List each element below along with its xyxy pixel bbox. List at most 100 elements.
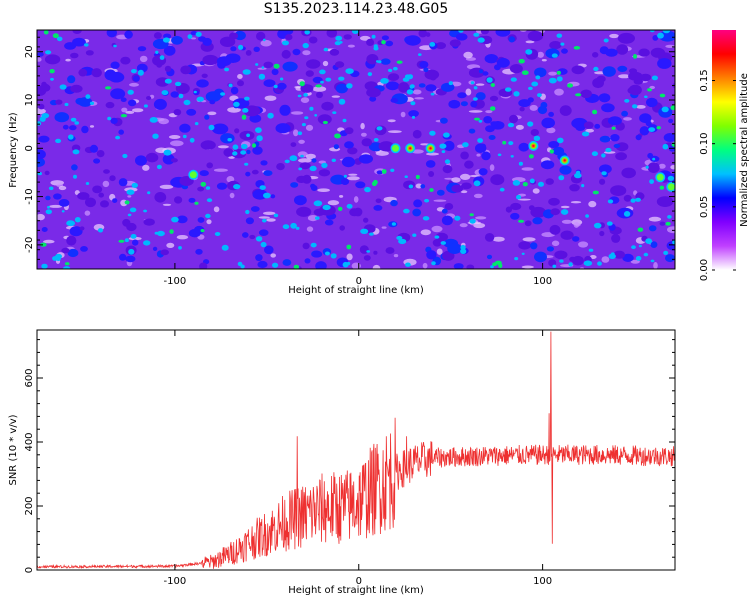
- heatmap-cell: [245, 217, 254, 225]
- heatmap-cell: [253, 46, 260, 52]
- heatmap-cell: [299, 162, 311, 170]
- heatmap-cell: [152, 246, 158, 251]
- heatmap-cell: [263, 170, 273, 177]
- heatmap-cell: [554, 88, 564, 96]
- heatmap-cell: [305, 70, 314, 77]
- heatmap-cell: [91, 68, 102, 78]
- heatmap-cell: [435, 42, 446, 50]
- heatmap-cell: [59, 84, 67, 90]
- heatmap-cell: [326, 30, 338, 38]
- heatmap-cell: [297, 94, 302, 98]
- heatmap-cell: [475, 216, 487, 220]
- heatmap-y-axis-label: Frequency (Hz): [8, 112, 19, 188]
- heatmap-cell: [608, 253, 616, 259]
- heatmap-cell: [127, 213, 132, 217]
- heatmap-cell: [549, 224, 561, 235]
- heatmap-cell: [548, 111, 554, 117]
- heatmap-cell: [419, 61, 429, 69]
- heatmap-cell: [502, 140, 507, 145]
- heatmap-cell: [359, 245, 369, 254]
- heatmap-cell: [127, 99, 137, 107]
- heatmap-cell: [258, 216, 270, 219]
- heatmap-cell: [309, 106, 314, 111]
- heatmap-cell: [171, 216, 179, 223]
- heatmap-cell: [366, 38, 375, 47]
- heatmap-cell: [335, 35, 343, 41]
- heatmap-cell: [164, 78, 172, 84]
- heatmap-cell: [369, 232, 374, 236]
- heatmap-cell: [360, 228, 369, 234]
- heatmap-cell: [312, 76, 323, 84]
- heatmap-cell: [662, 143, 669, 150]
- heatmap-cell: [282, 61, 298, 72]
- heatmap-cell: [72, 30, 82, 34]
- heatmap-cell: [121, 107, 128, 113]
- heatmap-cell: [464, 160, 474, 169]
- heatmap-cell: [546, 246, 555, 252]
- heatmap-cell: [510, 77, 517, 82]
- heatmap-cell: [200, 229, 205, 233]
- heatmap-cell: [521, 265, 534, 269]
- heatmap-cell: [518, 241, 531, 250]
- heatmap-x-axis-label: Height of straight line (km): [288, 285, 424, 296]
- heatmap-cell: [154, 192, 167, 203]
- heatmap-cell: [220, 133, 235, 144]
- heatmap-cell: [308, 36, 318, 44]
- heatmap-cell: [599, 135, 611, 143]
- snr-frame: [36, 329, 676, 571]
- heatmap-cell: [396, 235, 403, 240]
- heatmap-cell: [495, 30, 511, 37]
- heatmap-cell: [460, 248, 467, 254]
- heatmap-cell: [444, 159, 451, 164]
- heatmap-cell: [420, 184, 426, 189]
- heatmap-cell: [667, 226, 675, 234]
- heatmap-cell: [418, 30, 428, 38]
- heatmap-cell: [461, 182, 472, 190]
- heatmap-cell: [219, 36, 236, 47]
- heatmap-cell: [342, 118, 347, 123]
- heatmap-peak-max: [563, 159, 566, 162]
- heatmap-cell: [251, 143, 257, 148]
- heatmap-cell: [244, 96, 250, 101]
- heatmap-cell: [206, 162, 213, 169]
- heatmap-cell: [187, 34, 193, 39]
- heatmap-cell: [188, 229, 201, 238]
- heatmap-cell: [470, 81, 475, 85]
- heatmap-cell: [56, 36, 63, 42]
- heatmap-cell: [430, 92, 435, 96]
- heatmap-cell: [453, 263, 464, 269]
- heatmap-cell: [672, 240, 675, 245]
- heatmap-cell: [294, 195, 307, 206]
- heatmap-cell: [84, 210, 91, 216]
- heatmap-cell: [244, 162, 249, 166]
- heatmap-cell: [617, 32, 636, 44]
- heatmap-cell: [322, 120, 328, 125]
- heatmap-cell: [70, 84, 83, 93]
- heatmap-cell: [131, 69, 137, 74]
- heatmap-cell: [205, 91, 221, 102]
- heatmap-cell: [398, 82, 410, 93]
- heatmap-peak-core: [656, 173, 664, 181]
- heatmap-cell: [281, 49, 291, 59]
- heatmap-cell: [89, 101, 95, 106]
- heatmap-cell: [129, 82, 139, 87]
- heatmap-cell: [391, 222, 396, 226]
- heatmap-cell: [64, 262, 70, 266]
- heatmap-cell: [561, 219, 573, 224]
- heatmap-cell: [166, 242, 175, 248]
- heatmap-cell: [447, 243, 462, 255]
- heatmap-cell: [324, 219, 334, 226]
- heatmap-cell: [559, 105, 572, 116]
- heatmap-cell: [475, 143, 487, 153]
- heatmap-cell: [245, 50, 252, 56]
- heatmap-cell: [124, 30, 133, 39]
- heatmap-cell: [342, 261, 349, 268]
- heatmap-cell: [507, 122, 515, 128]
- heatmap-cell: [601, 103, 615, 113]
- heatmap-cell: [601, 171, 607, 176]
- heatmap-cell: [561, 48, 568, 54]
- heatmap-cell: [302, 242, 310, 250]
- snr-panel: -100 0 100 0 200 400 600 Height of straight li…: [8, 329, 676, 596]
- heatmap-cell: [143, 218, 155, 226]
- heatmap-cell: [340, 178, 350, 185]
